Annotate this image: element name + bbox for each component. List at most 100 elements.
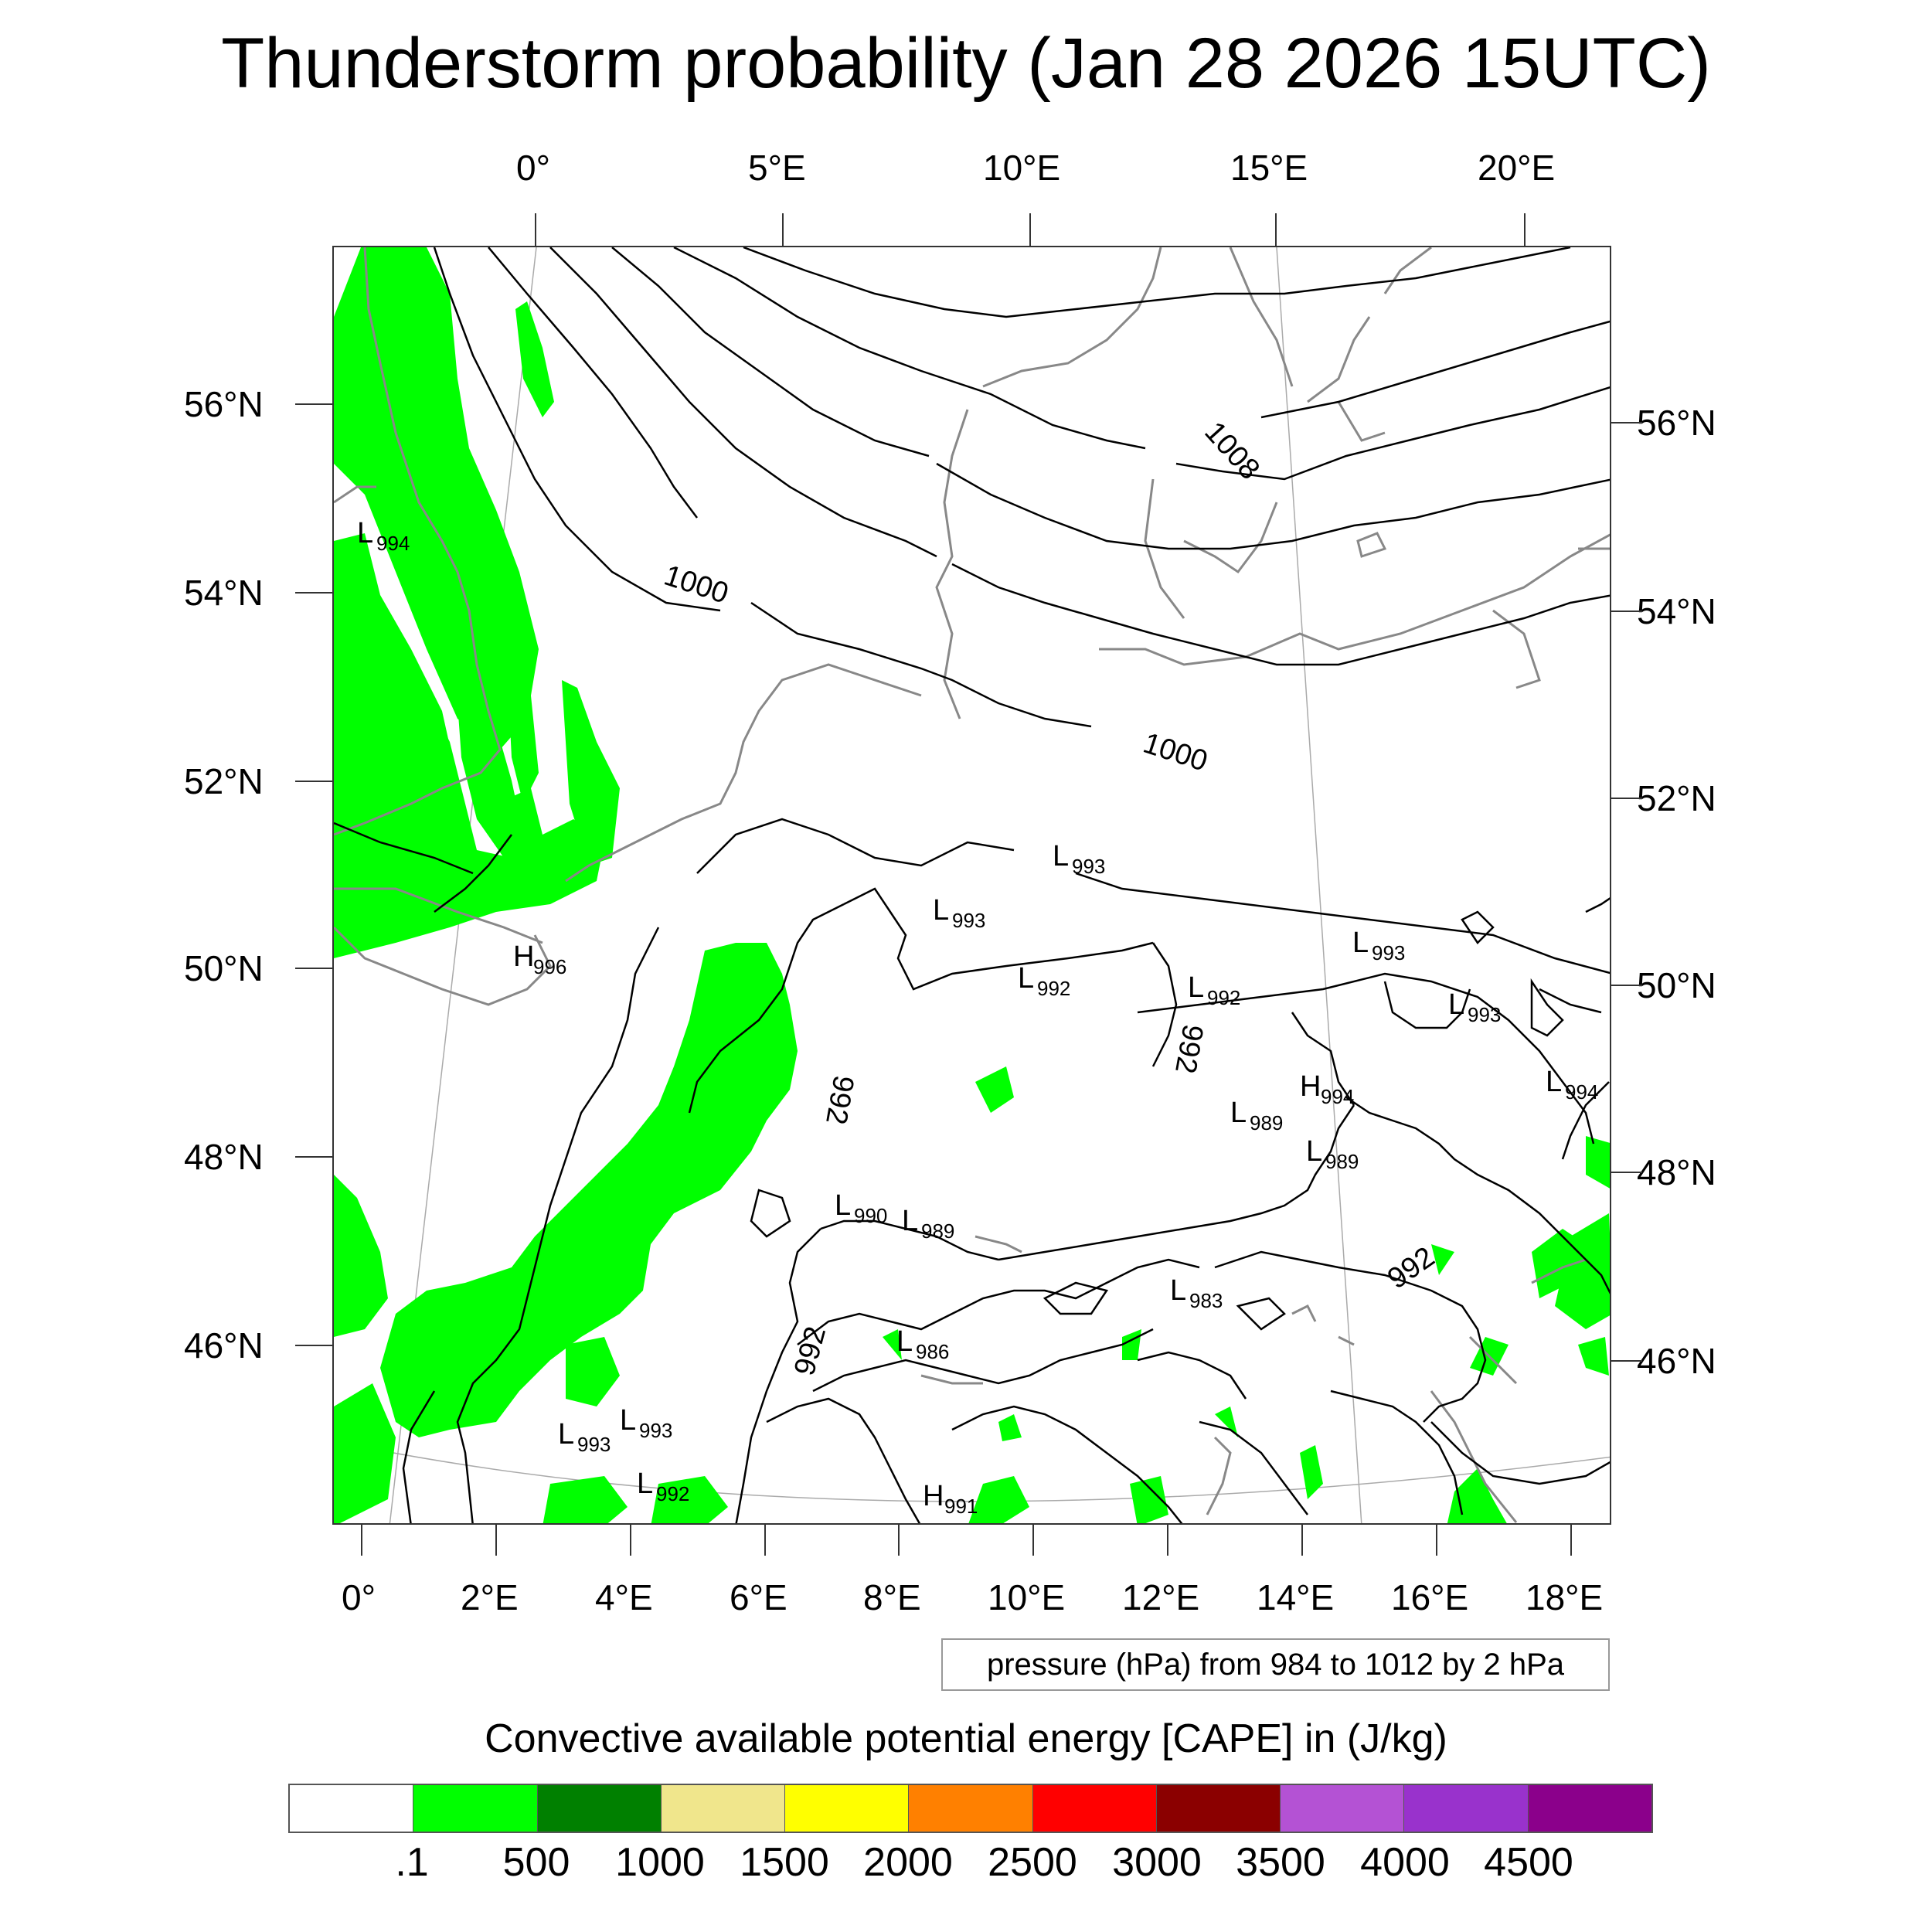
bottom-tick [764, 1525, 766, 1556]
left-lat-label: 48°N [184, 1137, 264, 1177]
right-tick [1611, 985, 1642, 986]
top-lon-label: 5°E [748, 148, 806, 188]
right-tick [1611, 422, 1642, 423]
pressure-center: L 989 [902, 1205, 954, 1243]
center-type: L [1188, 971, 1204, 1004]
center-value: 994 [1321, 1085, 1354, 1108]
top-tick [535, 213, 536, 246]
pressure-center: L 990 [835, 1189, 887, 1227]
top-lon-label: 15°E [1230, 148, 1308, 188]
colorbar-segment [290, 1785, 414, 1832]
left-lat-label: 52°N [184, 761, 264, 801]
bottom-tick [495, 1525, 497, 1556]
colorbar-segment [1032, 1785, 1157, 1832]
bottom-tick [630, 1525, 631, 1556]
center-type: L [620, 1404, 636, 1437]
center-value: 989 [921, 1219, 954, 1243]
center-type: L [1448, 988, 1464, 1021]
colorbar-segment [1528, 1785, 1651, 1832]
pressure-center: L 993 [1053, 840, 1105, 878]
center-type: L [1306, 1135, 1322, 1168]
pressure-center: L 994 [1546, 1066, 1598, 1104]
pressure-center: L 986 [896, 1325, 949, 1363]
left-tick [295, 1345, 332, 1346]
center-value: 989 [1250, 1111, 1283, 1134]
colorbar-label: 1000 [615, 1840, 705, 1885]
bottom-lon-label: 0° [342, 1577, 376, 1617]
pressure-center: H 991 [923, 1480, 978, 1518]
center-value: 994 [376, 532, 410, 555]
right-lat-label: 48°N [1637, 1152, 1716, 1192]
colorbar-label: 500 [502, 1840, 570, 1885]
bottom-tick [1570, 1525, 1572, 1556]
isobar-labels: 1008 1000 1000 992 992 992 992 [660, 416, 1440, 1379]
colorbar-label: 4000 [1360, 1840, 1450, 1885]
pressure-center: L 983 [1170, 1274, 1223, 1312]
left-lat-label: 54°N [184, 573, 264, 613]
bottom-lon-label: 16°E [1391, 1577, 1469, 1617]
center-value: 983 [1189, 1289, 1223, 1312]
center-value: 989 [1325, 1150, 1359, 1173]
pressure-center: L 989 [1306, 1135, 1359, 1173]
left-tick [295, 1156, 332, 1158]
top-tick [1029, 213, 1031, 246]
right-tick [1611, 611, 1642, 612]
colorbar [288, 1784, 1653, 1833]
right-lat-label: 56°N [1637, 403, 1716, 443]
map-canvas: 1008 1000 1000 992 992 992 992 L 994 H996… [334, 247, 1610, 1523]
isobar-label: 992 [1168, 1022, 1209, 1076]
colorbar-label: .1 [395, 1840, 429, 1885]
colorbar-segment [909, 1785, 1033, 1832]
colorbar-segment [661, 1785, 786, 1832]
colorbar-label: 4500 [1484, 1840, 1573, 1885]
top-lon-label: 10°E [983, 148, 1061, 188]
center-type: H [513, 940, 534, 973]
top-lon-label: 0° [516, 148, 550, 188]
center-type: L [1230, 1097, 1247, 1129]
center-type: H [1300, 1070, 1321, 1103]
bottom-tick [361, 1525, 362, 1556]
center-type: L [1053, 840, 1069, 872]
map-panel[interactable]: 1008 1000 1000 992 992 992 992 L 994 H 996… [332, 246, 1611, 1525]
center-type: L [1352, 927, 1369, 959]
pressure-center: L 993 [620, 1404, 672, 1442]
left-tick [295, 781, 332, 782]
left-tick [295, 403, 332, 405]
colorbar-segment [785, 1785, 910, 1832]
center-type: L [896, 1325, 913, 1358]
isobar-label: 992 [1382, 1241, 1440, 1296]
center-value: 986 [916, 1340, 949, 1363]
top-tick [1524, 213, 1526, 246]
pressure-center: L 993 [1352, 927, 1405, 964]
map-title: Thunderstorm probability (Jan 28 2026 15… [221, 24, 1711, 103]
bottom-lon-label: 18°E [1526, 1577, 1604, 1617]
center-type: H [923, 1480, 944, 1512]
colorbar-segment [537, 1785, 662, 1832]
isobar-label: 992 [788, 1323, 832, 1379]
center-type: L [357, 517, 373, 549]
bottom-tick [1301, 1525, 1303, 1556]
colorbar-title: Convective available potential energy [C… [485, 1716, 1447, 1761]
center-type: L [835, 1189, 851, 1222]
center-type: L [1546, 1066, 1562, 1098]
bottom-tick [1167, 1525, 1168, 1556]
center-value: 993 [639, 1419, 672, 1442]
center-type: L [1170, 1274, 1186, 1307]
center-value: 993 [1372, 941, 1405, 964]
colorbar-label: 3000 [1112, 1840, 1202, 1885]
cape-shading [334, 247, 1610, 1523]
left-tick [295, 968, 332, 969]
top-lon-label: 20°E [1478, 148, 1556, 188]
right-tick [1611, 1360, 1642, 1362]
left-lat-label: 46°N [184, 1325, 264, 1366]
right-tick [1611, 1172, 1642, 1173]
pressure-center: L 989 [1230, 1097, 1283, 1134]
center-value: 990 [854, 1204, 887, 1227]
top-tick [782, 213, 784, 246]
colorbar-label: 2500 [988, 1840, 1077, 1885]
pressure-center: L 994 [357, 517, 410, 555]
pressure-center: L 992 [637, 1468, 689, 1505]
pressure-center: L 993 [558, 1418, 611, 1456]
colorbar-segment [1404, 1785, 1529, 1832]
